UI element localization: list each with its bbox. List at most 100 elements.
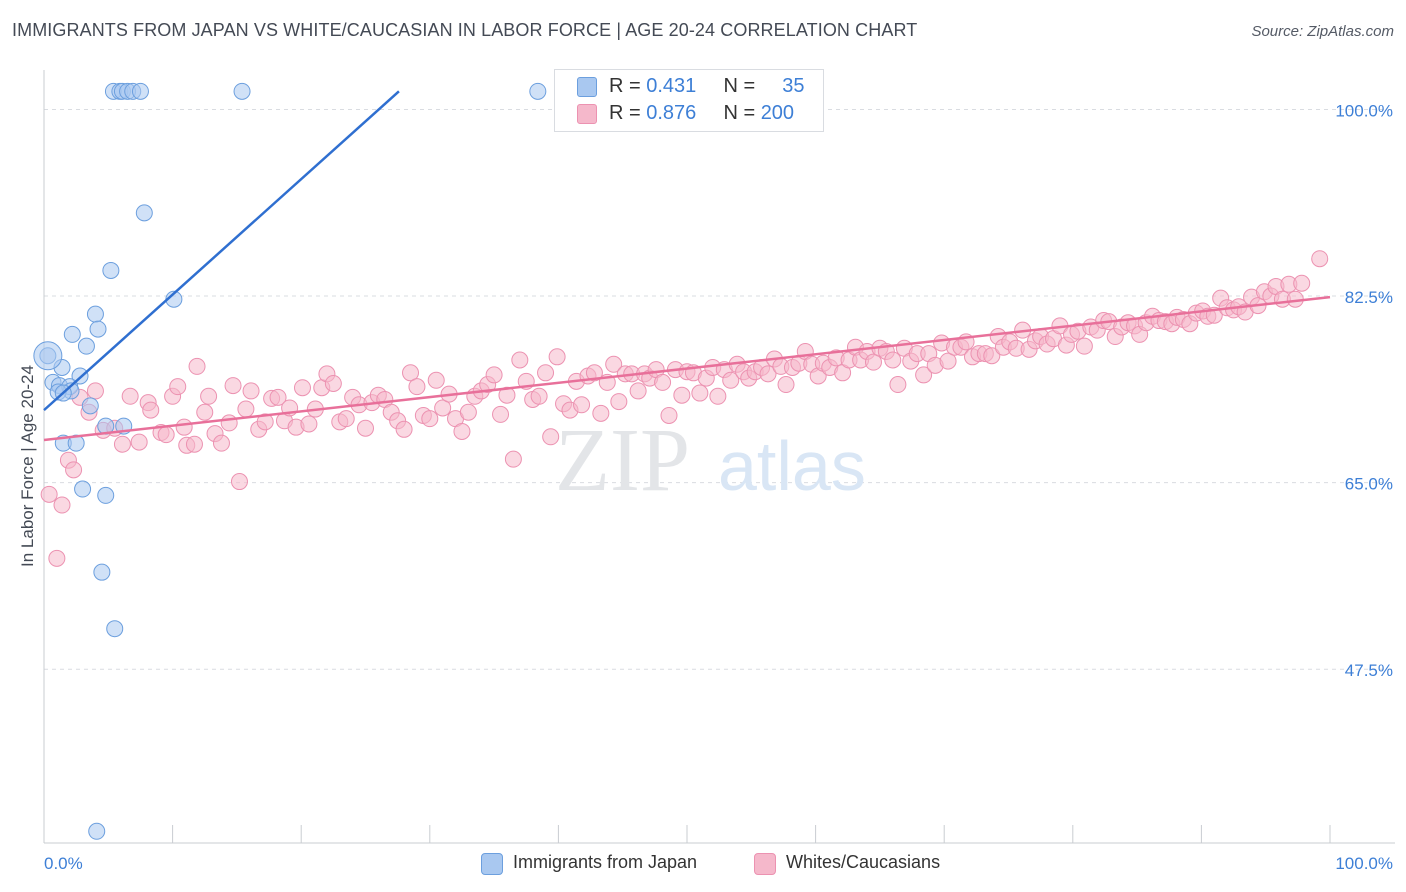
point-whites-caucasians [673,386,691,404]
point-whites-caucasians [592,404,610,422]
point-whites-caucasians [169,378,187,396]
point-whites-caucasians [434,399,452,417]
point-whites-caucasians [605,355,623,373]
point-immigrants-japan [81,397,99,415]
series-whites-caucasians [40,250,1329,567]
r-label: R = [609,75,641,97]
watermark: ZIP atlas [555,411,866,510]
point-whites-caucasians [40,485,58,503]
r-value-whites: 0.876 [646,102,697,124]
x-tick-label: 0.0% [44,854,83,873]
r-label: R = [609,102,641,124]
point-whites-caucasians [573,396,591,414]
point-whites-caucasians [224,377,242,395]
n-value-japan: 35 [782,75,805,97]
point-immigrants-japan [93,563,111,581]
point-whites-caucasians [113,435,131,453]
point-whites-caucasians [200,387,218,405]
point-immigrants-japan [131,82,149,100]
point-whites-caucasians [537,364,555,382]
watermark-atlas: atlas [718,427,866,505]
point-whites-caucasians [230,473,248,491]
point-whites-caucasians [709,387,727,405]
point-immigrants-japan [88,822,106,840]
point-whites-caucasians [915,366,933,384]
point-whites-caucasians [408,378,426,396]
point-whites-caucasians [53,496,71,514]
n-value-whites: 200 [760,102,795,124]
point-whites-caucasians [324,374,342,392]
point-whites-caucasians [864,353,882,371]
point-whites-caucasians [175,418,193,436]
point-whites-caucasians [691,384,709,402]
point-whites-caucasians [269,388,287,406]
point-whites-caucasians [402,364,420,382]
point-whites-caucasians [220,414,238,432]
point-whites-caucasians [188,357,206,375]
point-whites-caucasians [65,461,83,479]
y-tick-label: 65.0% [1345,475,1393,494]
point-whites-caucasians [300,415,318,433]
point-whites-caucasians [498,386,516,404]
point-whites-caucasians [212,434,230,452]
legend-label-whites: Whites/Caucasians [786,852,941,872]
legend-swatch-japan [577,77,597,97]
point-immigrants-japan [135,204,153,222]
point-whites-caucasians [337,410,355,428]
point-whites-caucasians [86,382,104,400]
legend-label-japan: Immigrants from Japan [513,852,698,872]
watermark-zip: ZIP [555,411,690,510]
point-immigrants-japan [74,480,92,498]
trend-lines [43,90,1331,442]
point-whites-caucasians [629,382,647,400]
point-whites-caucasians [542,428,560,446]
point-whites-caucasians [48,549,66,567]
point-immigrants-japan [89,320,107,338]
correlation-legend: R = 0.431 N = 35 R = 0.876 N = 200 [554,69,824,132]
y-tick-label: 100.0% [1335,101,1393,120]
point-whites-caucasians [939,352,957,370]
legend-swatch-whites [754,853,776,875]
point-whites-caucasians [427,371,445,389]
point-whites-caucasians [504,450,522,468]
point-whites-caucasians [242,382,260,400]
point-immigrants-japan [33,341,63,371]
point-whites-caucasians [121,387,139,405]
point-whites-caucasians [889,376,907,394]
point-immigrants-japan [86,305,104,323]
point-whites-caucasians [492,405,510,423]
point-immigrants-japan [77,337,95,355]
point-whites-caucasians [256,413,274,431]
point-whites-caucasians [453,422,471,440]
point-whites-caucasians [1293,274,1311,292]
point-immigrants-japan [529,82,547,100]
point-whites-caucasians [1075,337,1093,355]
series-immigrants-from-japan [33,82,547,840]
chart-title: IMMIGRANTS FROM JAPAN VS WHITE/CAUCASIAN… [12,20,918,40]
point-whites-caucasians [157,426,175,444]
point-whites-caucasians [759,365,777,383]
r-value-japan: 0.431 [646,75,697,97]
point-whites-caucasians [142,401,160,419]
trend-line-japan [43,90,400,412]
point-whites-caucasians [485,366,503,384]
point-whites-caucasians [660,406,678,424]
y-tick-label: 47.5% [1345,661,1393,680]
axes [43,70,1395,844]
point-whites-caucasians [777,376,795,394]
x-tick-label: 100.0% [1335,854,1393,873]
point-immigrants-japan [97,486,115,504]
y-tick-label: 82.5% [1345,288,1393,307]
point-whites-caucasians [395,420,413,438]
point-whites-caucasians [610,393,628,411]
point-whites-caucasians [884,351,902,369]
point-immigrants-japan [63,325,81,343]
legend-swatch-whites [577,104,597,124]
point-whites-caucasians [530,387,548,405]
point-whites-caucasians [511,351,529,369]
point-whites-caucasians [722,371,740,389]
point-whites-caucasians [293,379,311,397]
point-whites-caucasians [983,347,1001,365]
point-whites-caucasians [459,403,477,421]
